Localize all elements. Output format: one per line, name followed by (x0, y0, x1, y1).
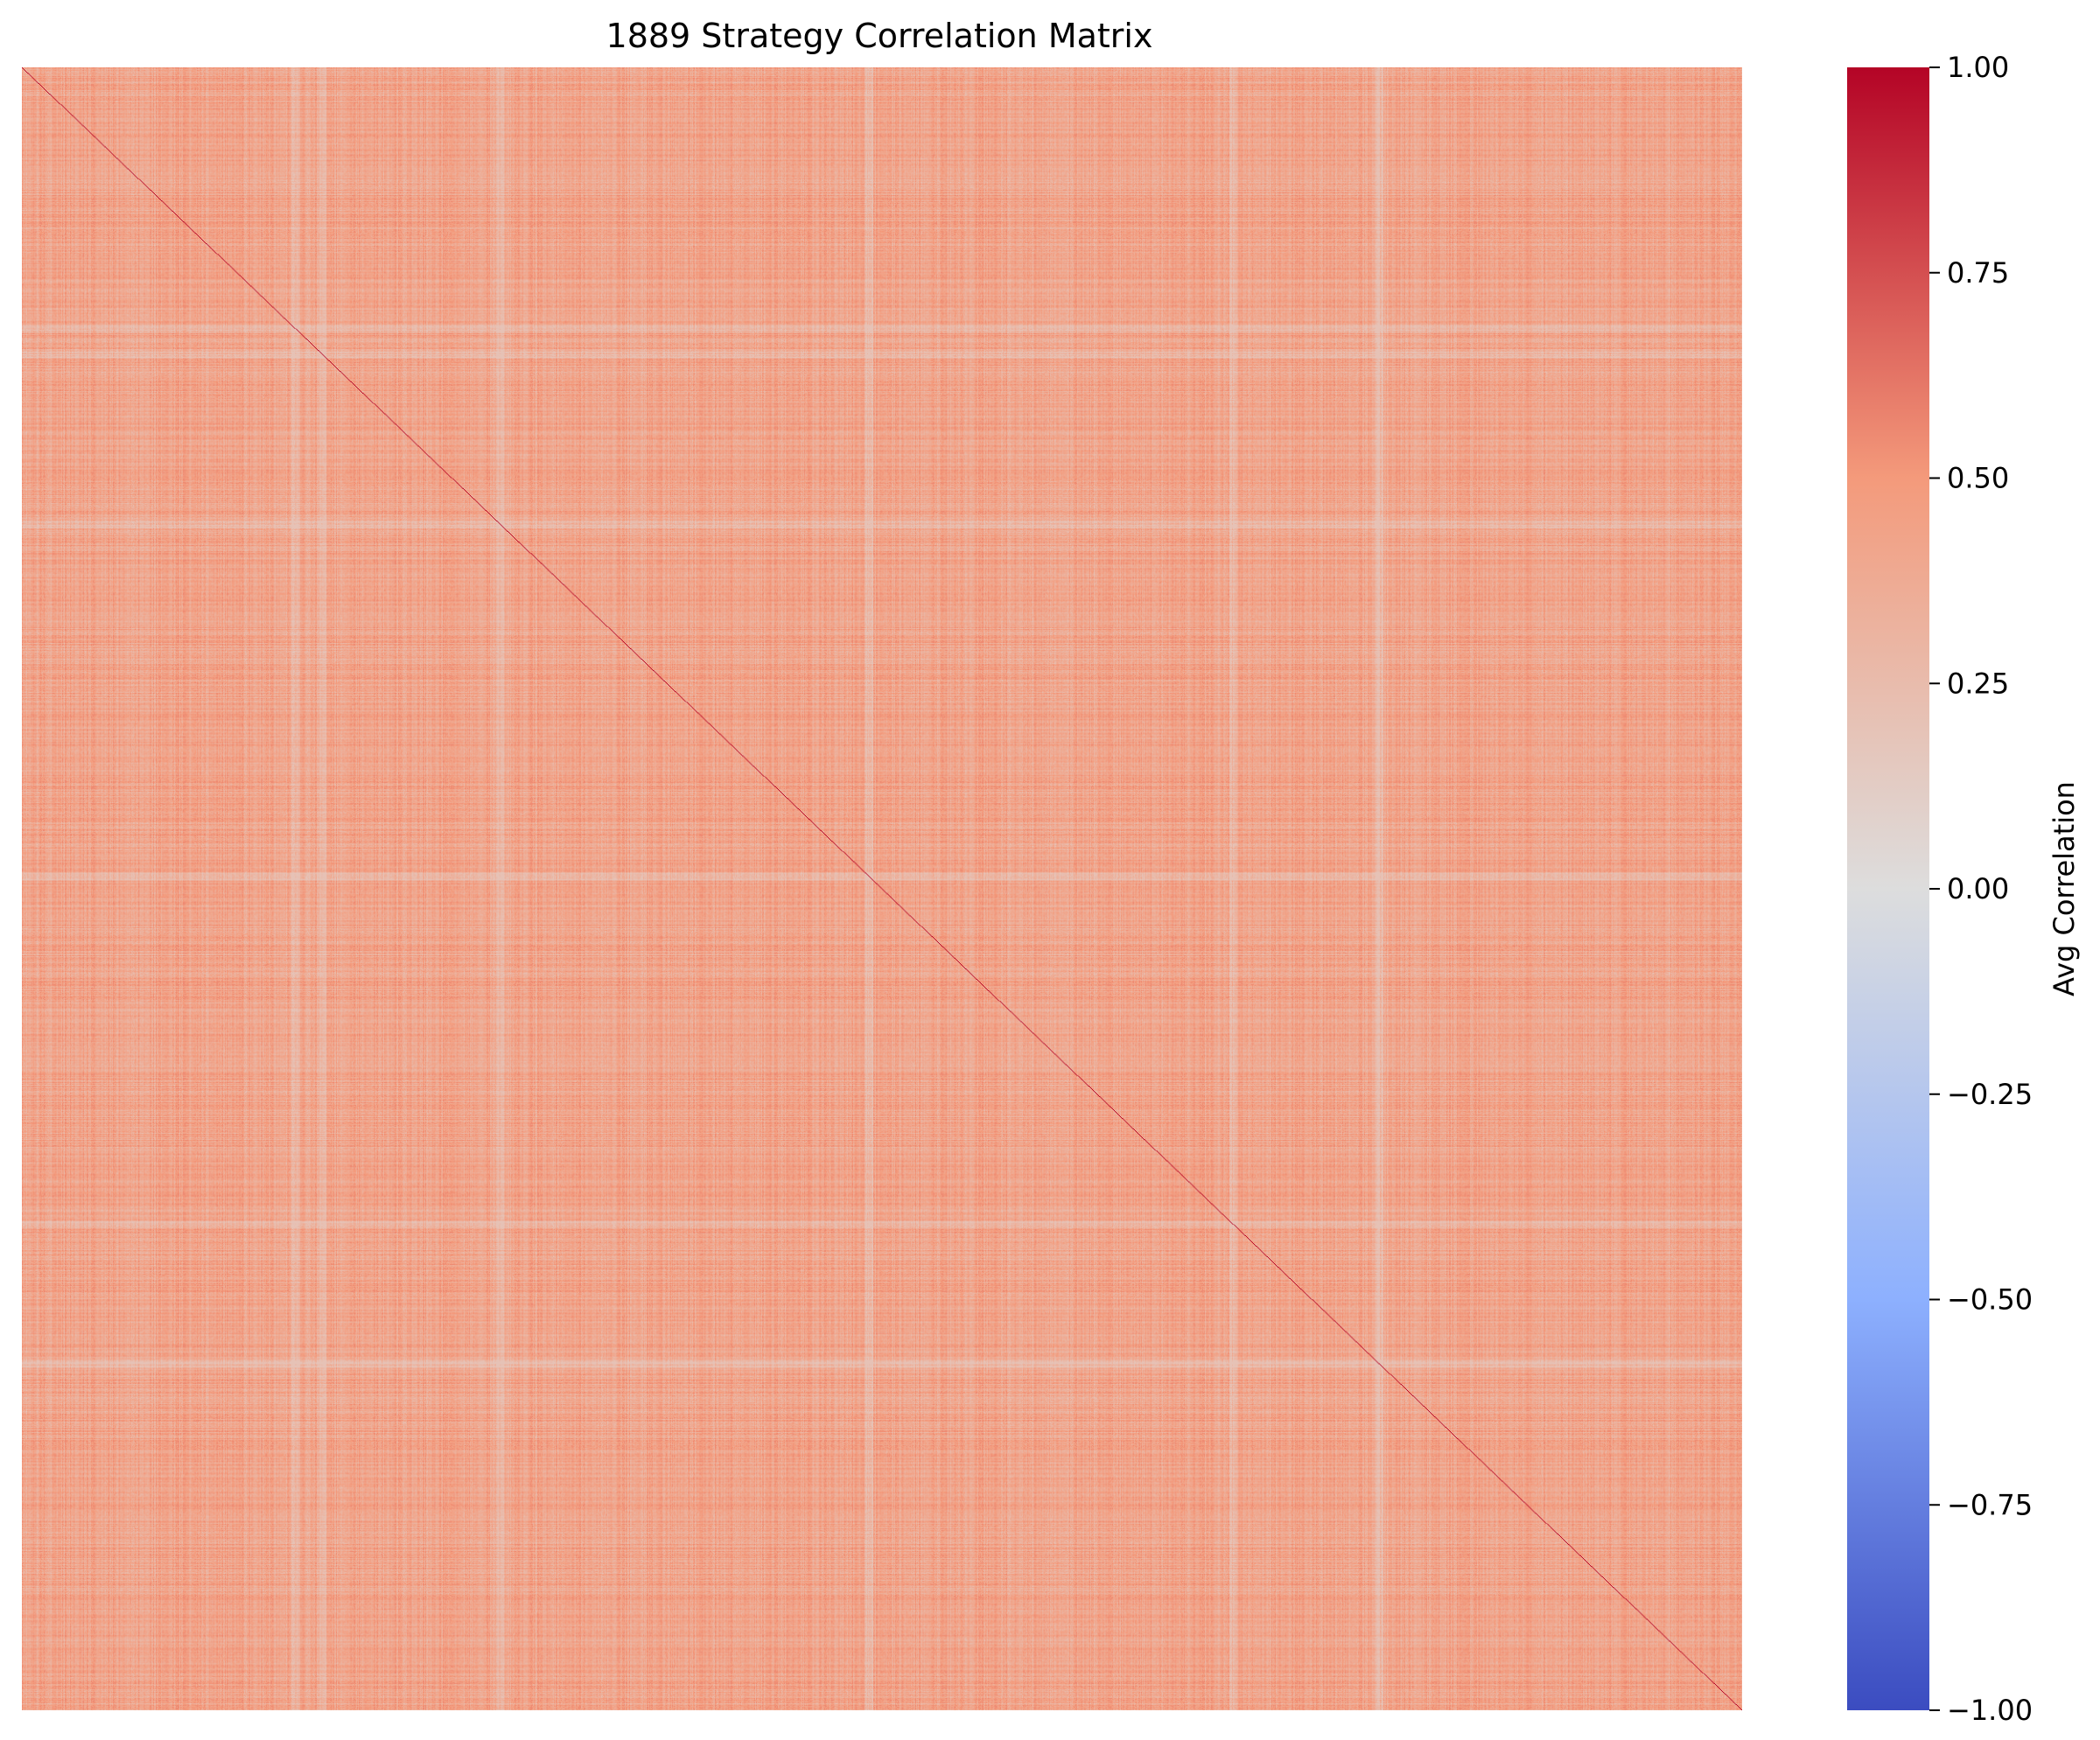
colorbar-tick-label: −0.25 (1947, 1078, 2033, 1111)
colorbar-tick-label: 0.25 (1947, 667, 2009, 700)
colorbar-tick-label: −0.75 (1947, 1488, 2033, 1521)
colorbar-tick-label: 1.00 (1947, 51, 2009, 84)
colorbar: 1.00 0.75 0.50 0.25 0.00 −0.25 −0.50 −0.75 −1.00… (1847, 51, 2081, 1727)
colorbar-tick-label: 0.50 (1947, 462, 2009, 495)
colorbar-ticks: 1.00 0.75 0.50 0.25 0.00 −0.25 −0.50 −0.75 −1.00 (1929, 51, 2033, 1727)
colorbar-gradient (1847, 67, 1929, 1710)
colorbar-tick-label: 0.00 (1947, 872, 2009, 905)
colorbar-label: Avg Correlation (2048, 781, 2081, 996)
heatmap-cells (22, 67, 1742, 1710)
colorbar-tick-label: 0.75 (1947, 256, 2009, 290)
colorbar-tick-label: −1.00 (1947, 1694, 2033, 1727)
colorbar-tick-label: −0.50 (1947, 1283, 2033, 1317)
chart-title: 1889 Strategy Correlation Matrix (606, 17, 1153, 55)
heatmap-area (22, 67, 1742, 1710)
